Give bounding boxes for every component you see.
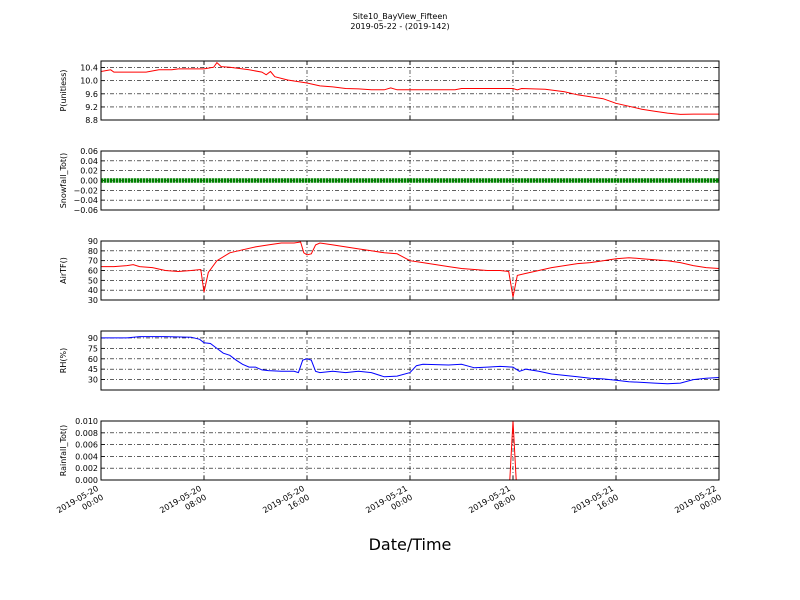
axes-frame — [100, 150, 720, 211]
y-axis-label: Snowfall_Tot() — [59, 153, 68, 209]
chart-subtitle: 2019-05-22 - (2019-142) — [350, 22, 449, 31]
y-tick-label: 70 — [88, 257, 98, 266]
y-tick-label: 30 — [88, 296, 98, 305]
series-line — [100, 61, 719, 115]
x-tick-label: 2019-05-2200:00 — [673, 484, 723, 524]
y-tick-label: 0.004 — [75, 452, 98, 461]
y-tick-label: 0.06 — [80, 147, 98, 156]
y-tick-label: 0.04 — [80, 157, 98, 166]
y-tick-label: 0.006 — [75, 441, 98, 450]
y-tick-label: 10.0 — [80, 77, 98, 86]
y-tick-label: 10.4 — [80, 64, 98, 73]
y-tick-label: 75 — [88, 344, 98, 353]
x-tick-label: 2019-05-2000:00 — [55, 484, 105, 524]
y-tick-label: 60 — [88, 355, 98, 364]
y-tick-label: 90 — [88, 237, 98, 246]
y-tick-label: 0.002 — [75, 464, 98, 473]
y-tick-label: 40 — [88, 286, 98, 295]
y-tick-label: 80 — [88, 247, 98, 256]
x-axis: 2019-05-2000:00 2019-05-2008:00 2019-05-20… — [55, 484, 723, 524]
axes-frame — [100, 420, 720, 481]
y-tick-label: −0.04 — [73, 196, 98, 205]
panels: 8.8 9.2 9.6 10.0 10.4 P(unitless) −0.06−0.04−0… — [59, 60, 720, 485]
y-axis-label: AirTF() — [59, 257, 68, 284]
y-tick-label: 60 — [88, 267, 98, 276]
x-tick-label: 2019-05-2100:00 — [364, 484, 414, 524]
y-tick-label: 45 — [88, 365, 98, 374]
y-tick-label: 90 — [88, 334, 98, 343]
x-axis-label: Date/Time — [369, 535, 452, 554]
axes-frame — [100, 60, 720, 121]
axes-frame — [100, 330, 720, 391]
y-tick-label: 0.02 — [80, 167, 98, 176]
y-tick-label: 9.6 — [85, 90, 98, 99]
y-tick-label: 9.2 — [85, 103, 98, 112]
x-tick-label: 2019-05-2008:00 — [158, 484, 208, 524]
panel-1: −0.06−0.04−0.020.000.020.040.06 Snowfall_… — [59, 147, 720, 215]
y-tick-label: 50 — [88, 276, 98, 285]
x-tick-label: 2019-05-2116:00 — [570, 484, 620, 524]
x-tick-label: 2019-05-2108:00 — [467, 484, 517, 524]
panel-4: 0.000 0.002 0.004 0.006 0.008 0.010 Rainfall_T… — [59, 417, 720, 485]
y-tick-label: 0.008 — [75, 429, 98, 438]
y-tick-label: 0.000 — [75, 476, 98, 485]
series-line — [101, 336, 720, 385]
axes-frame — [100, 240, 720, 301]
y-tick-label: 0.010 — [75, 417, 98, 426]
chart-title: Site10_BayView_Fifteen — [353, 12, 448, 21]
y-tick-label: 0.00 — [80, 177, 98, 186]
x-tick-label: 2019-05-2016:00 — [261, 484, 311, 524]
y-axis-label: Rainfall_Tot() — [59, 425, 68, 477]
panel-0: 8.8 9.2 9.6 10.0 10.4 P(unitless) — [59, 60, 720, 125]
series-line — [101, 241, 720, 298]
y-axis-label: P(unitless) — [59, 69, 68, 111]
y-tick-label: 30 — [88, 376, 98, 385]
y-tick-label: 8.8 — [85, 116, 98, 125]
y-axis-label: RH(%) — [59, 348, 68, 373]
y-tick-label: −0.02 — [73, 186, 98, 195]
y-tick-label: −0.06 — [73, 206, 98, 215]
